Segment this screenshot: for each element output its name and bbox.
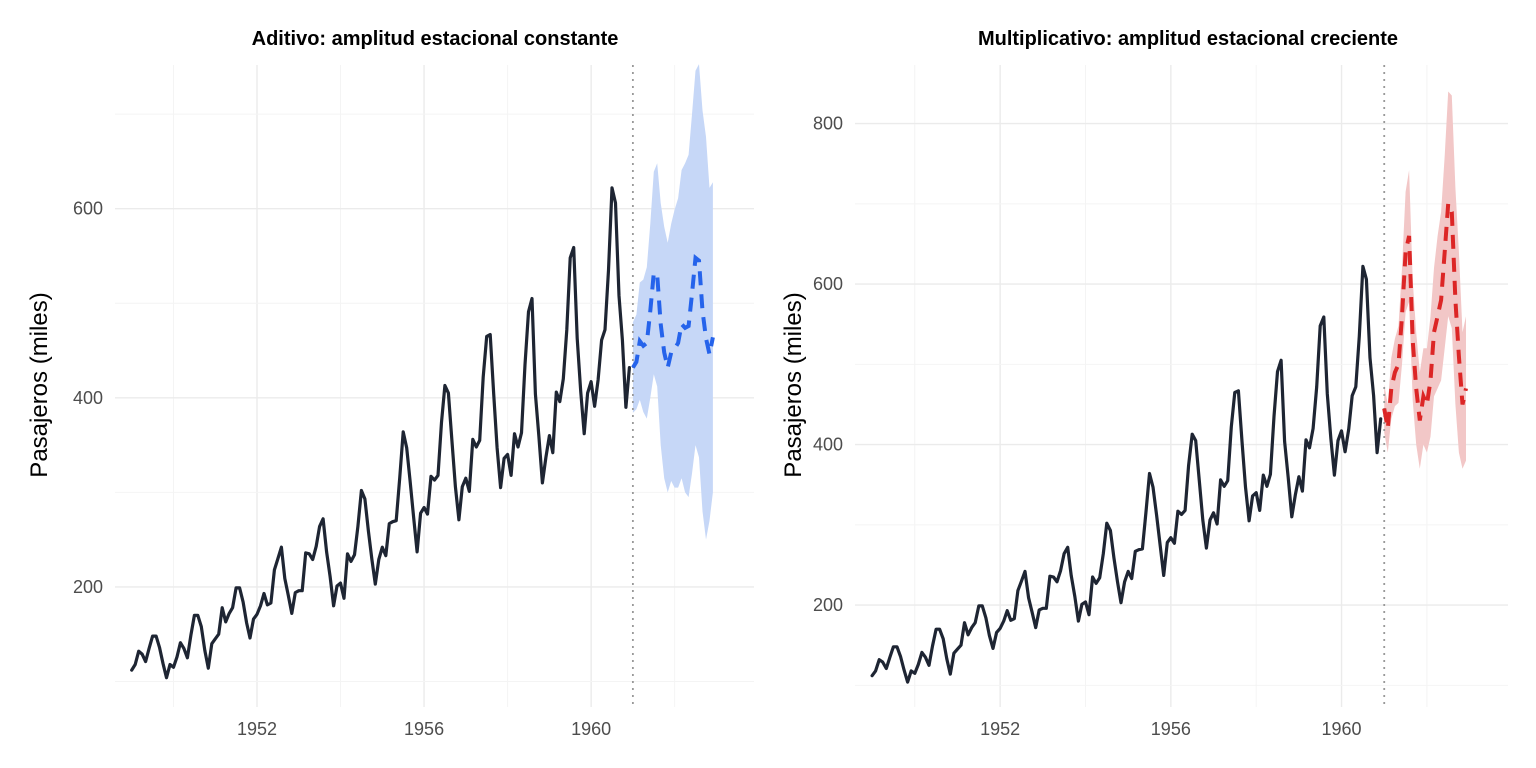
- multiplicative-y-ticks: 200 400 600 800: [813, 114, 843, 616]
- multiplicative-x-ticks: 1952 1956 1960: [980, 719, 1361, 739]
- multiplicative-y-tick-label: 800: [813, 114, 843, 134]
- additive-y-ticks: 200 400 600: [73, 199, 103, 597]
- additive-title: Aditivo: amplitud estacional constante: [252, 28, 619, 50]
- multiplicative-x-tick-label: 1960: [1322, 719, 1362, 739]
- multiplicative-observed-series: [870, 264, 1383, 684]
- additive-x-tick-label: 1956: [404, 719, 444, 739]
- multiplicative-y-tick-label: 600: [813, 274, 843, 294]
- multiplicative-forecast-interval: [1384, 91, 1466, 469]
- additive-y-tick-label: 600: [73, 199, 103, 219]
- additive-x-ticks: 1952 1956 1960: [237, 719, 611, 739]
- additive-forecast-interval: [632, 64, 713, 540]
- multiplicative-grid: [855, 65, 1508, 707]
- multiplicative-panel: Multiplicativo: amplitud estacional crec…: [780, 28, 1508, 739]
- additive-y-axis-label: Pasajeros (miles): [26, 292, 53, 477]
- additive-observed-series: [130, 186, 631, 680]
- additive-band-layer: [632, 64, 713, 540]
- multiplicative-y-axis-label: Pasajeros (miles): [780, 292, 807, 477]
- multiplicative-observed-layer: [870, 264, 1383, 684]
- multiplicative-x-tick-label: 1956: [1151, 719, 1191, 739]
- multiplicative-y-tick-label: 400: [813, 435, 843, 455]
- multiplicative-x-tick-label: 1952: [980, 719, 1020, 739]
- additive-panel: Aditivo: amplitud estacional constante P…: [26, 28, 754, 739]
- multiplicative-y-tick-label: 200: [813, 595, 843, 615]
- multiplicative-band-layer: [1384, 91, 1466, 469]
- additive-y-tick-label: 200: [73, 577, 103, 597]
- additive-x-tick-label: 1952: [237, 719, 277, 739]
- multiplicative-title: Multiplicativo: amplitud estacional crec…: [978, 28, 1398, 50]
- additive-observed-layer: [130, 186, 631, 680]
- additive-x-tick-label: 1960: [571, 719, 611, 739]
- additive-y-tick-label: 400: [73, 388, 103, 408]
